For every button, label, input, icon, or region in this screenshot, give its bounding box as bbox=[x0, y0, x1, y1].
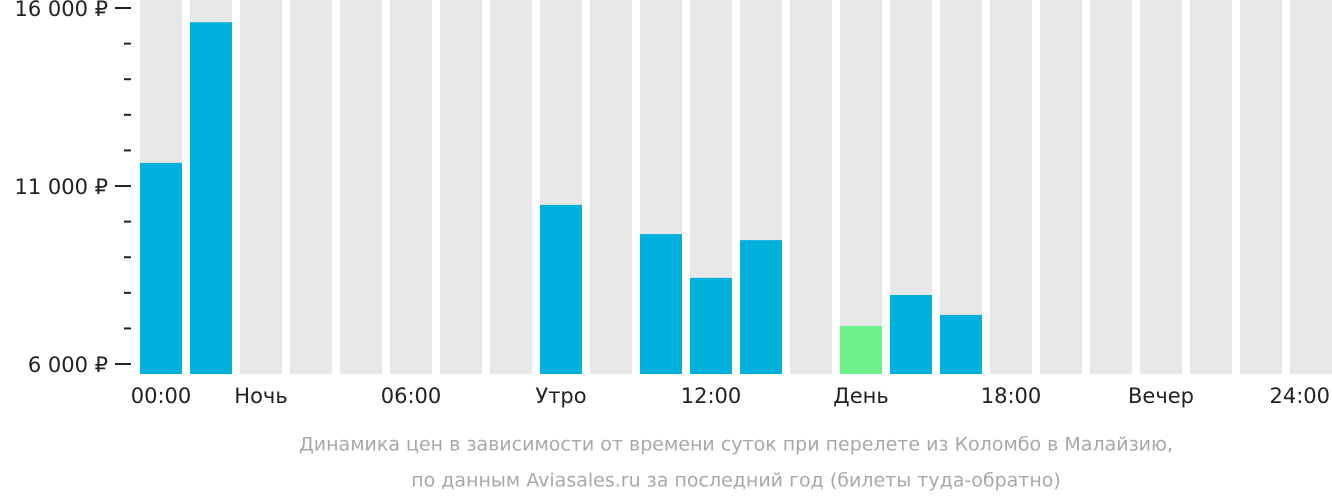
bar bbox=[690, 277, 732, 374]
slot-background bbox=[1290, 0, 1332, 374]
bar bbox=[140, 162, 182, 374]
slot-background bbox=[290, 0, 332, 374]
slot-background bbox=[940, 0, 982, 374]
slot-background bbox=[1040, 0, 1082, 374]
caption: Динамика цен в зависимости от времени су… bbox=[299, 434, 1173, 456]
slot-background bbox=[590, 0, 632, 374]
x-tick-label: Вечер bbox=[1128, 384, 1194, 408]
caption: по данным Aviasales.ru за последний год … bbox=[411, 470, 1061, 492]
y-tick-label: 6 000 ₽ bbox=[28, 353, 108, 377]
bar bbox=[940, 314, 982, 374]
bar bbox=[640, 234, 682, 374]
slot-background bbox=[790, 0, 832, 374]
bar bbox=[840, 325, 882, 374]
x-tick-label: 06:00 bbox=[381, 384, 442, 408]
slot-background bbox=[1140, 0, 1182, 374]
y-tick-label: 11 000 ₽ bbox=[14, 175, 108, 199]
slot-background bbox=[990, 0, 1032, 374]
slot-background bbox=[390, 0, 432, 374]
slot-background bbox=[1240, 0, 1282, 374]
slot-background bbox=[340, 0, 382, 374]
x-tick-label: 00:00 bbox=[131, 384, 192, 408]
slot-background bbox=[440, 0, 482, 374]
bar bbox=[190, 22, 232, 374]
y-tick-label: 16 000 ₽ bbox=[14, 0, 108, 21]
slot-background bbox=[840, 0, 882, 374]
x-tick-label: День bbox=[833, 384, 888, 408]
slot-background bbox=[1090, 0, 1132, 374]
x-tick-label: 18:00 bbox=[981, 384, 1042, 408]
x-tick-label: 12:00 bbox=[681, 384, 742, 408]
bar bbox=[740, 240, 782, 374]
slot-background bbox=[240, 0, 282, 374]
x-tick-label: 24:00 bbox=[1269, 384, 1330, 408]
bar bbox=[540, 204, 582, 374]
x-tick-label: Утро bbox=[535, 384, 586, 408]
bar bbox=[890, 294, 932, 374]
slot-background bbox=[490, 0, 532, 374]
x-tick-label: Ночь bbox=[234, 384, 287, 408]
slot-background bbox=[1190, 0, 1232, 374]
